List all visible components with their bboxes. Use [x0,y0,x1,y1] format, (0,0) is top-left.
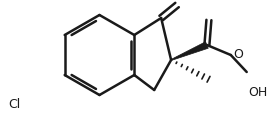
Text: O: O [233,47,243,60]
Polygon shape [171,42,208,60]
Text: Cl: Cl [8,99,20,112]
Text: OH: OH [249,85,268,99]
